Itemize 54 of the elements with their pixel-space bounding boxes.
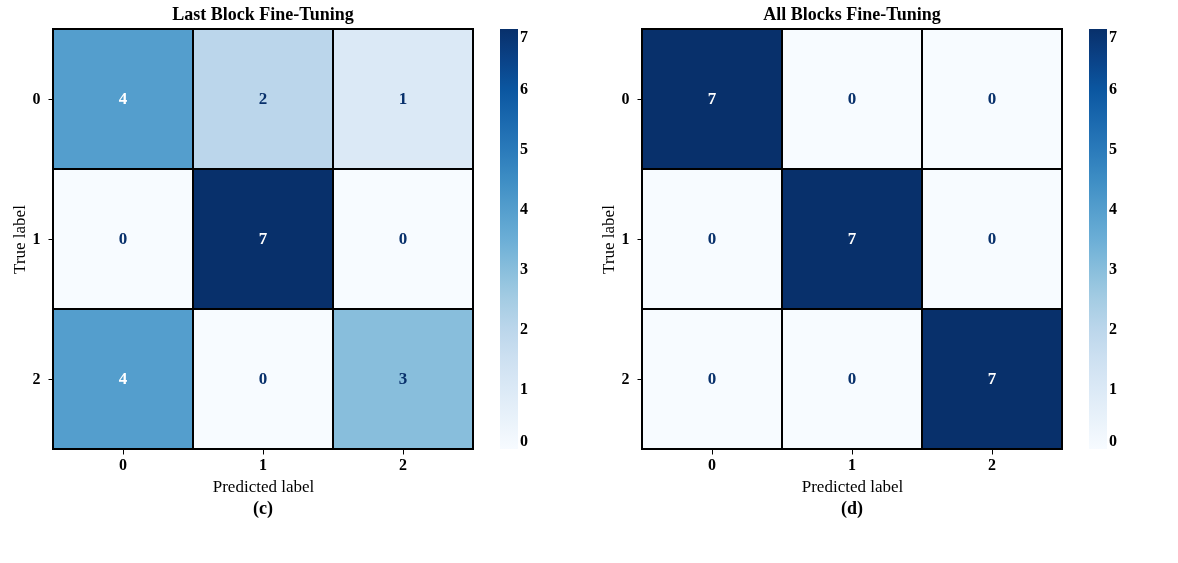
x-tick-label: 0 — [119, 455, 127, 473]
data-label: 0 — [707, 229, 717, 248]
color-bar-label: 2 — [1109, 320, 1117, 337]
data-label: 1 — [398, 89, 408, 108]
text: (c) — [253, 498, 273, 519]
y-tick-label: 1 — [32, 230, 41, 247]
color-bar-label: 4 — [1109, 200, 1117, 217]
data-label: 3 — [398, 369, 408, 388]
data-label: 2 — [258, 89, 268, 108]
y-tick-label: 0 — [621, 90, 630, 107]
x-tick-label: 2 — [399, 455, 407, 473]
data-label: 0 — [987, 229, 997, 248]
data-label: 7 — [847, 229, 857, 248]
data-label: 0 — [847, 369, 857, 388]
x-tick-label: 1 — [259, 455, 267, 473]
color-bar-label: 2 — [520, 320, 528, 337]
text: (d) — [841, 498, 863, 519]
x-axis-title: Predicted label — [212, 476, 315, 496]
data-label: 0 — [707, 369, 717, 388]
y-tick-label: 2 — [621, 370, 630, 387]
data-label: 0 — [258, 369, 268, 388]
color-bar-label: 5 — [1109, 140, 1117, 157]
y-axis-title: True label — [9, 204, 29, 274]
data-label: 7 — [707, 89, 717, 108]
y-tick-label: 1 — [621, 230, 630, 247]
color-bar-label: 0 — [1109, 432, 1117, 449]
y-tick-label: 0 — [32, 90, 41, 107]
data-label: 0 — [987, 89, 997, 108]
data-label: 4 — [118, 89, 128, 108]
data-label: 4 — [118, 369, 128, 388]
y-axis-title: True label — [598, 204, 618, 274]
data-label: 7 — [987, 369, 997, 388]
x-tick-label: 1 — [848, 455, 856, 473]
data-label: 7 — [258, 229, 268, 248]
data-label: 0 — [118, 229, 128, 248]
color-bar-label: 5 — [520, 140, 528, 157]
chart-title: Last Block Fine-Tuning — [172, 4, 354, 24]
color-bar-label: 1 — [520, 380, 528, 397]
x-tick-label: 2 — [988, 455, 996, 473]
x-axis-title: Predicted label — [801, 476, 904, 496]
color-bar-label: 0 — [520, 432, 528, 449]
color-bar-label: 3 — [1109, 260, 1117, 277]
color-bar-label: 7 — [1109, 28, 1117, 45]
color-bar-label: 6 — [1109, 80, 1117, 97]
color-bar-label: 1 — [1109, 380, 1117, 397]
x-tick-label: 0 — [708, 455, 716, 473]
data-label: 0 — [847, 89, 857, 108]
color-bar-label: 6 — [520, 80, 528, 97]
color-bar-label: 7 — [520, 28, 528, 45]
y-tick-label: 2 — [32, 370, 41, 387]
color-bar-label: 3 — [520, 260, 528, 277]
chart-title: All Blocks Fine-Tuning — [763, 4, 941, 24]
color-bar-label: 4 — [520, 200, 528, 217]
data-label: 0 — [398, 229, 408, 248]
